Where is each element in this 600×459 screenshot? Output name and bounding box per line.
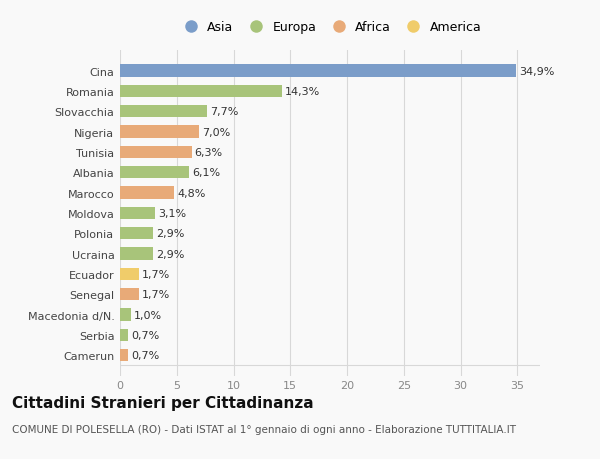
Text: 0,7%: 0,7% <box>131 330 159 340</box>
Text: 4,8%: 4,8% <box>178 188 206 198</box>
Text: 1,0%: 1,0% <box>134 310 163 320</box>
Bar <box>120 248 153 260</box>
Bar <box>120 146 191 159</box>
Legend: Asia, Europa, Africa, America: Asia, Europa, Africa, America <box>179 21 481 34</box>
Bar <box>120 309 131 321</box>
Bar <box>120 207 155 219</box>
Bar <box>120 126 199 138</box>
Bar <box>120 329 128 341</box>
Text: 7,7%: 7,7% <box>210 107 239 117</box>
Text: 1,7%: 1,7% <box>142 290 170 300</box>
Bar <box>120 167 189 179</box>
Bar <box>120 349 128 362</box>
Text: 3,1%: 3,1% <box>158 208 186 218</box>
Text: 0,7%: 0,7% <box>131 351 159 360</box>
Text: 34,9%: 34,9% <box>519 67 554 76</box>
Text: 6,1%: 6,1% <box>192 168 220 178</box>
Bar <box>120 268 139 280</box>
Bar <box>120 289 139 301</box>
Text: COMUNE DI POLESELLA (RO) - Dati ISTAT al 1° gennaio di ogni anno - Elaborazione : COMUNE DI POLESELLA (RO) - Dati ISTAT al… <box>12 425 516 435</box>
Text: 1,7%: 1,7% <box>142 269 170 279</box>
Text: 2,9%: 2,9% <box>156 249 184 259</box>
Bar <box>120 106 208 118</box>
Bar <box>120 85 283 98</box>
Text: Cittadini Stranieri per Cittadinanza: Cittadini Stranieri per Cittadinanza <box>12 395 314 410</box>
Text: 14,3%: 14,3% <box>285 87 320 97</box>
Bar <box>120 65 516 78</box>
Text: 2,9%: 2,9% <box>156 229 184 239</box>
Text: 6,3%: 6,3% <box>194 148 223 157</box>
Text: 7,0%: 7,0% <box>202 127 230 137</box>
Bar <box>120 187 175 199</box>
Bar <box>120 228 153 240</box>
